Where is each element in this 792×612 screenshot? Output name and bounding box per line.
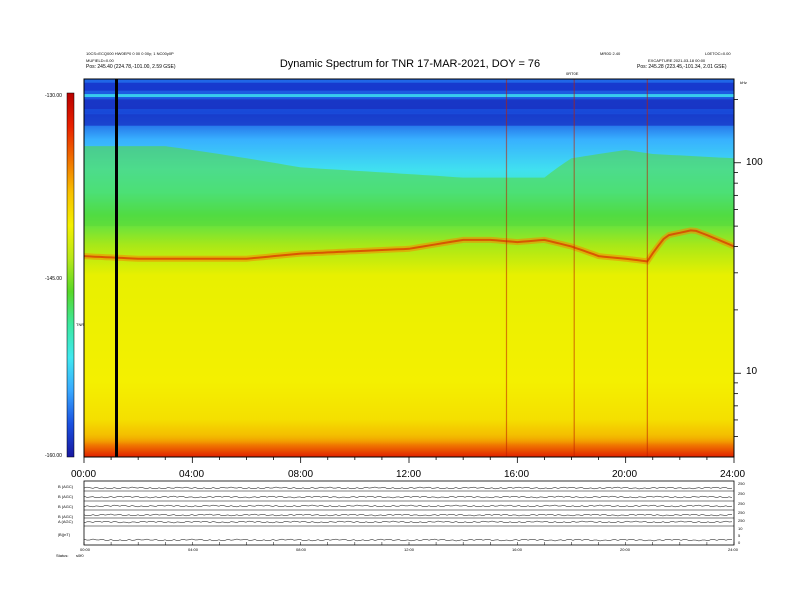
strip-x-tick-label: 20:00	[620, 547, 631, 552]
header-left-line3: Pos: 245.40 (224.78,-101.00, 2.59 GSE)	[86, 64, 176, 70]
spectrum-band	[84, 94, 734, 98]
y-tick-label: 100	[746, 157, 763, 168]
strip-right-value: 5	[738, 533, 741, 538]
header-left-line1: 10CS=ECQ000 HW0EP0 0 00 0 00y; 1 NC00y0P	[86, 51, 174, 56]
strip-x-tick-label: 00:00	[80, 547, 91, 552]
strip-right-value: 250	[738, 501, 745, 506]
strip-right-value: 250	[738, 518, 745, 523]
header-right-line1b: L0ETOC=0.00	[705, 51, 731, 56]
spectrum-band	[84, 82, 734, 91]
strip-label: |B|(nT)	[58, 532, 71, 537]
strip-trace	[83, 504, 733, 508]
spectrogram-area	[84, 79, 734, 457]
header-left-line2: MUFIELD=0.00	[86, 58, 114, 63]
x-tick-label: 12:00	[396, 469, 422, 480]
header-right-unit: kHz	[740, 80, 747, 85]
strip-trace	[83, 486, 733, 490]
status-label: Status:	[56, 553, 69, 558]
strip-trace	[83, 513, 733, 517]
x-tick-label: 04:00	[179, 469, 205, 480]
x-tick-label: 08:00	[288, 469, 314, 480]
strip-right-value: 10	[738, 526, 743, 531]
strip-label: B (AGC)	[58, 484, 74, 489]
colorbar-tick-label: -160.00	[45, 453, 62, 459]
x-tick-label: 20:00	[612, 469, 638, 480]
x-tick-label: 16:00	[504, 469, 530, 480]
emission-line	[84, 229, 734, 263]
strip-frame	[83, 480, 735, 546]
strip-right-value: 250	[738, 481, 745, 486]
strip-trace	[83, 538, 733, 542]
strip-trace	[83, 520, 733, 524]
colorbar-border	[66, 92, 75, 458]
x-tick-label: 00:00	[71, 469, 97, 480]
strip-x-tick-label: 04:00	[188, 547, 199, 552]
strip-label: B (AGC)	[58, 514, 74, 519]
chart-title: Dynamic Spectrum for TNR 17-MAR-2021, DO…	[279, 58, 541, 70]
strip-right-value: 250	[738, 510, 745, 515]
spectrum-band	[84, 114, 734, 126]
strip-label: A (AGC)	[58, 519, 73, 524]
colorbar-tick-label: -130.00	[45, 93, 62, 99]
x-tick-label: 24:00	[720, 469, 746, 480]
header-right-tag: 0RT0E	[566, 71, 579, 76]
colorbar-tick-label: -145.00	[45, 276, 62, 282]
strip-trace	[83, 495, 733, 499]
strip-label: B (AGC)	[58, 494, 74, 499]
plot-frame	[83, 78, 741, 463]
strip-x-tick-label: 24:00	[728, 547, 739, 552]
low-freq-band	[84, 433, 734, 457]
strip-label: B (AGC)	[58, 504, 74, 509]
strip-x-tick-label: 16:00	[512, 547, 523, 552]
header-right-line3: Pos: 245.28 (223.45,-101.34, 2.01 GSE)	[637, 64, 727, 70]
status-code: s0f0	[76, 553, 84, 558]
colorbar-label: TNR	[76, 322, 85, 327]
strip-x-tick-label: 08:00	[296, 547, 307, 552]
y-tick-label: 10	[746, 366, 758, 377]
strip-x-tick-label: 12:00	[404, 547, 415, 552]
strip-right-value: 250	[738, 491, 745, 496]
header-right-line2: EXCAPTURE 2021-03-18 00:00	[648, 58, 706, 63]
green-band	[84, 146, 734, 227]
strip-panels	[83, 480, 735, 546]
strip-right-value: 0	[738, 540, 741, 545]
spectrum-band	[84, 99, 734, 110]
header-right-line1: MR0D 2.40	[600, 51, 621, 56]
spectrum-background	[84, 79, 734, 457]
colorbar	[66, 92, 75, 458]
colorbar-gradient	[67, 93, 74, 457]
